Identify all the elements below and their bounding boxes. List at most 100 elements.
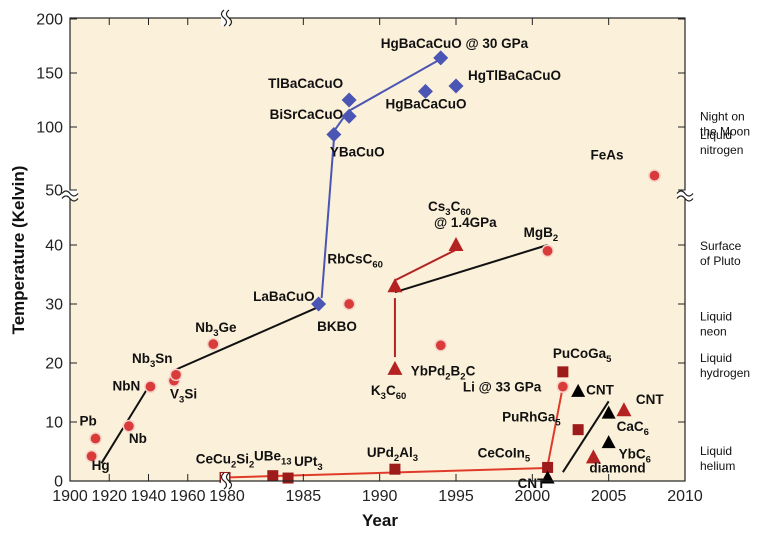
point-label: BKBO xyxy=(317,319,357,334)
point-upd2al3 xyxy=(389,463,401,475)
trend-line xyxy=(320,139,335,299)
point-label: FeAs xyxy=(590,148,623,163)
point-label: LaBaCuO xyxy=(253,289,315,304)
y-tick-label: 20 xyxy=(45,356,63,373)
point-label: UPd2Al3 xyxy=(367,445,418,464)
x-axis-break-mark xyxy=(220,472,228,490)
y-tick-label: 200 xyxy=(36,12,63,29)
point-label: NbN xyxy=(112,379,140,394)
point-ybpd2b2c xyxy=(434,338,448,352)
reference-label: Surface xyxy=(700,239,742,253)
x-axis-break-gap xyxy=(221,473,229,489)
x-axis-break-mark xyxy=(225,472,233,490)
point-label: BiSrCaCuO xyxy=(270,107,344,122)
reference-label: Liquid xyxy=(700,351,732,365)
point-bisrcacuo xyxy=(341,108,357,124)
point-label: Nb xyxy=(129,431,147,446)
point-diamond xyxy=(585,449,601,464)
point-label: Nb3Sn xyxy=(132,351,173,370)
point-label-line2: @ 1.4GPa xyxy=(434,215,497,230)
x-tick-label: 1900 xyxy=(52,488,88,505)
x-tick-label: 2000 xyxy=(515,488,551,505)
point-label: UBe13 xyxy=(254,449,292,468)
x-tick-label: 1980 xyxy=(209,488,245,505)
point-cnt xyxy=(571,383,586,397)
point-label: MgB2 xyxy=(524,225,559,244)
trend-line xyxy=(394,244,548,294)
reference-label: neon xyxy=(700,325,727,339)
reference-label: the Moon xyxy=(700,125,750,139)
x-axis-break-gap xyxy=(221,10,229,26)
point-cnt xyxy=(540,470,555,484)
point-label: TlBaCaCuO xyxy=(268,76,343,91)
point-nb3ge xyxy=(206,337,220,351)
axis-breaks xyxy=(61,9,694,490)
plot-frame xyxy=(69,17,686,482)
point-label: UPt3 xyxy=(294,454,323,473)
trend-line xyxy=(225,467,548,479)
point-label: K3C60 xyxy=(371,383,406,402)
reference-label: helium xyxy=(700,459,735,473)
x-tick-label: 1985 xyxy=(286,488,322,505)
point-label: CaC6 xyxy=(617,419,649,438)
trend-line xyxy=(171,306,320,373)
point-pucoga5 xyxy=(557,366,569,378)
x-axis-break-mark xyxy=(225,9,233,27)
point-cac6 xyxy=(601,405,616,419)
point-hgbacacuo-30-gpa xyxy=(433,50,449,66)
reference-label: Night on xyxy=(700,110,745,124)
x-tick-label: 1995 xyxy=(438,488,474,505)
point-label: CNT xyxy=(518,476,546,491)
y-axis-break-mark xyxy=(61,195,79,202)
point-cecoin5 xyxy=(542,461,554,473)
y-tick-label: 100 xyxy=(36,120,63,137)
point-label: HgBaCaCuO @ 30 GPa xyxy=(381,36,529,51)
x-tick-label: 1990 xyxy=(362,488,398,505)
point-li-33-gpa xyxy=(556,380,570,393)
point-cnt xyxy=(616,402,632,417)
point-bkbo xyxy=(342,297,356,311)
point-label: V3Si xyxy=(170,387,197,406)
x-axis-break-mark xyxy=(220,9,228,27)
trend-line xyxy=(394,248,457,282)
point-pb xyxy=(89,432,102,445)
point-label: CeCoIn5 xyxy=(478,445,531,464)
point-label: diamond xyxy=(589,460,645,475)
y-tick-label: 150 xyxy=(36,66,63,83)
point-label: Hg xyxy=(92,458,110,473)
y-axis-break-mark xyxy=(61,190,79,197)
point-tlbacacuo xyxy=(341,92,357,108)
trend-line xyxy=(546,386,564,466)
point-ybc6 xyxy=(601,435,616,449)
plot-background xyxy=(70,18,685,481)
y-axis-break-gap xyxy=(62,190,78,199)
point-label: CNT xyxy=(636,392,664,407)
data-markers xyxy=(85,50,661,484)
trend-lines xyxy=(100,58,610,479)
point-k3c60 xyxy=(387,360,403,375)
point-label: YbC6 xyxy=(619,447,651,466)
trend-line xyxy=(348,58,442,112)
x-axis-title: Year xyxy=(362,511,398,530)
point-label: PuRhGa5 xyxy=(502,410,561,429)
y-tick-label: 40 xyxy=(45,238,63,255)
point-mgb2 xyxy=(541,244,554,258)
point-feas xyxy=(648,169,661,182)
y-axis-title: Temperature (Kelvin) xyxy=(9,166,28,335)
point-cs3c60-1-4gpa xyxy=(448,237,464,251)
point-label: YBaCuO xyxy=(330,145,385,160)
reference-label: nitrogen xyxy=(700,143,743,157)
point-label: Pb xyxy=(80,414,97,429)
point-purhga5 xyxy=(572,424,584,436)
reference-label: Liquid xyxy=(700,444,732,458)
point-label: YbPd2B2C xyxy=(411,363,476,382)
x-tick-label: 1960 xyxy=(170,488,206,505)
point-hgtlbacacuo xyxy=(448,78,464,94)
y-axis-break-mark xyxy=(676,195,694,202)
x-tick-label: 1940 xyxy=(131,488,167,505)
point-label: Nb3Ge xyxy=(195,320,237,339)
point-upt3 xyxy=(282,472,294,484)
y-tick-label: 10 xyxy=(45,415,63,432)
point-nb3sn xyxy=(169,368,183,382)
